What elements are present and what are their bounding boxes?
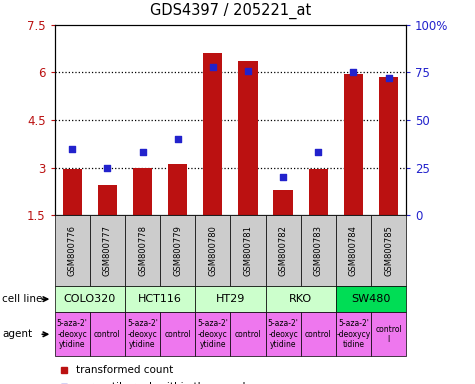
Bar: [63, 169, 82, 215]
Point: [209, 64, 217, 70]
Bar: [90, 215, 125, 286]
Text: GSM800784: GSM800784: [349, 225, 358, 276]
Bar: [160, 312, 195, 356]
Bar: [195, 312, 230, 356]
Text: RKO: RKO: [289, 294, 312, 304]
Text: GSM800776: GSM800776: [68, 225, 76, 276]
Text: GSM800777: GSM800777: [103, 225, 112, 276]
Text: percentile rank within the sample: percentile rank within the sample: [76, 382, 252, 384]
Text: 5-aza-2'
-deoxyc
ytidine: 5-aza-2' -deoxyc ytidine: [267, 319, 298, 349]
Bar: [195, 215, 230, 286]
Text: transformed count: transformed count: [76, 365, 173, 375]
Bar: [336, 312, 371, 356]
Bar: [55, 286, 125, 312]
Bar: [98, 185, 117, 215]
Point: [350, 70, 357, 76]
Bar: [336, 286, 406, 312]
Text: HCT116: HCT116: [138, 294, 182, 304]
Bar: [301, 215, 336, 286]
Text: control: control: [305, 330, 332, 339]
Text: control: control: [164, 330, 191, 339]
Bar: [336, 215, 371, 286]
Text: 5-aza-2'
-deoxyc
ytidine: 5-aza-2' -deoxyc ytidine: [127, 319, 158, 349]
Text: GSM800781: GSM800781: [244, 225, 252, 276]
Bar: [90, 312, 125, 356]
Point: [104, 164, 111, 170]
Bar: [301, 312, 336, 356]
Text: 5-aza-2'
-deoxycy
tidine: 5-aza-2' -deoxycy tidine: [336, 319, 370, 349]
Bar: [168, 164, 187, 215]
Bar: [55, 312, 90, 356]
Bar: [266, 312, 301, 356]
Bar: [371, 215, 406, 286]
Bar: [230, 312, 266, 356]
Bar: [125, 286, 195, 312]
Bar: [274, 190, 293, 215]
Point: [68, 146, 76, 152]
Text: control
l: control l: [375, 324, 402, 344]
Point: [385, 75, 392, 81]
Point: [244, 68, 252, 74]
Point: [174, 136, 181, 142]
Bar: [344, 74, 363, 215]
Point: [314, 149, 322, 156]
Bar: [379, 77, 398, 215]
Point: [279, 174, 287, 180]
Bar: [230, 215, 266, 286]
Bar: [266, 286, 336, 312]
Text: 5-aza-2'
-deoxyc
ytidine: 5-aza-2' -deoxyc ytidine: [198, 319, 228, 349]
Bar: [160, 215, 195, 286]
Bar: [125, 215, 160, 286]
Text: GDS4397 / 205221_at: GDS4397 / 205221_at: [150, 3, 311, 19]
Text: GSM800780: GSM800780: [209, 225, 217, 276]
Bar: [125, 312, 160, 356]
Text: GSM800782: GSM800782: [279, 225, 287, 276]
Bar: [195, 286, 266, 312]
Text: agent: agent: [2, 329, 32, 339]
Bar: [238, 61, 257, 215]
Text: COLO320: COLO320: [64, 294, 116, 304]
Text: GSM800778: GSM800778: [138, 225, 147, 276]
Bar: [133, 167, 152, 215]
Text: HT29: HT29: [216, 294, 245, 304]
Text: GSM800779: GSM800779: [173, 225, 182, 276]
Bar: [203, 53, 222, 215]
Bar: [266, 215, 301, 286]
Text: SW480: SW480: [352, 294, 390, 304]
Text: control: control: [235, 330, 261, 339]
Text: cell line: cell line: [2, 294, 43, 304]
Point: [139, 149, 146, 156]
Text: GSM800785: GSM800785: [384, 225, 393, 276]
Bar: [309, 169, 328, 215]
Text: GSM800783: GSM800783: [314, 225, 323, 276]
Bar: [55, 215, 90, 286]
Text: 5-aza-2'
-deoxyc
ytidine: 5-aza-2' -deoxyc ytidine: [57, 319, 87, 349]
Text: control: control: [94, 330, 121, 339]
Bar: [371, 312, 406, 356]
